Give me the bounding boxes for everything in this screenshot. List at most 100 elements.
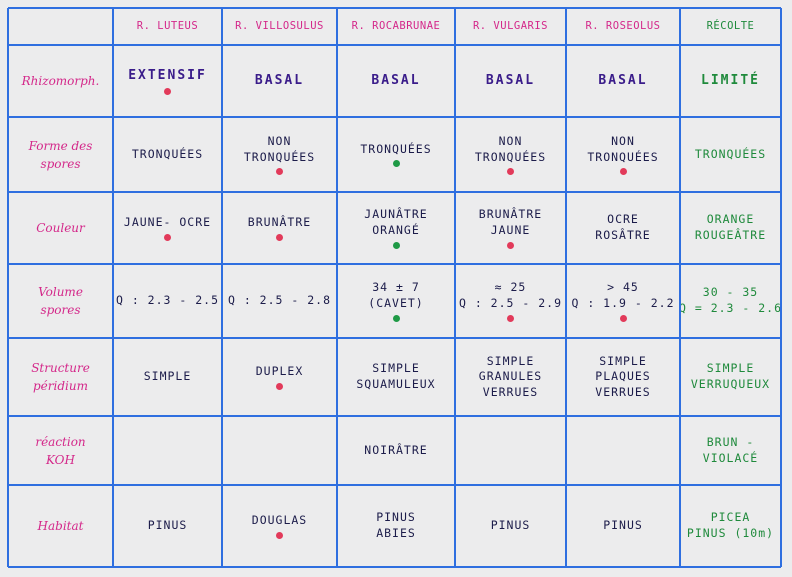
green-dot-marker — [392, 241, 400, 249]
cell-text: GRANULES — [478, 369, 543, 384]
cell-text: ORANGE — [706, 212, 755, 227]
grid-horizontal-line — [8, 337, 781, 339]
cell-text: NON — [611, 133, 635, 148]
table-cell: BASAL — [337, 45, 455, 117]
row-label-line: réaction — [35, 434, 86, 449]
cell-text: TRONQUÉES — [360, 141, 432, 156]
table-cell: DOUGLAS — [222, 485, 337, 567]
table-cell — [455, 416, 566, 485]
header-label: R. LUTEUS — [136, 20, 199, 33]
cell-text: Q = 2.3 - 2.6 — [679, 301, 783, 315]
cell-text: LIMITÉ — [701, 73, 760, 89]
cell-text: ORANGÉ — [372, 223, 420, 237]
grid-vertical-line — [221, 8, 223, 567]
table-cell: SIMPLE — [113, 338, 222, 416]
cell-text: 30 - 35 — [702, 285, 759, 300]
table-cell — [222, 416, 337, 485]
grid-horizontal-line — [8, 415, 781, 417]
cell-text: SIMPLE — [486, 353, 535, 368]
table-cell: NON TRONQUÉES — [566, 117, 680, 192]
table-cell: Q : 2.3 - 2.5 — [113, 264, 222, 338]
cell-text: VERRUQUEUX — [690, 377, 771, 391]
row-label: Volume spores — [8, 264, 113, 338]
red-dot-marker — [276, 168, 283, 176]
cell-text: PINUS — [490, 518, 531, 533]
cell-text: SIMPLE — [143, 369, 192, 384]
table-cell: NON TRONQUÉES — [222, 117, 337, 192]
cell-text: TRONQUÉES — [587, 149, 659, 164]
red-dot-marker — [276, 382, 283, 390]
grid-vertical-line — [454, 8, 456, 567]
row-label: Rhizomorph. — [8, 45, 113, 117]
table-cell: DUPLEX — [222, 338, 337, 416]
cell-text: SIMPLE — [372, 361, 420, 376]
cell-text: Q : 1.9 - 2.2 — [571, 296, 675, 310]
cell-text: SQUAMULEUX — [356, 377, 436, 391]
row-label-line: Rhizomorph. — [21, 74, 100, 88]
cell-text: BRUNÂTRE — [247, 215, 312, 230]
row-label-line: KOH — [46, 452, 75, 467]
column-header: R. ROCABRUNAE — [337, 8, 455, 45]
table-cell — [113, 416, 222, 485]
table-cell: TRONQUÉES — [337, 117, 455, 192]
cell-text: VERRUES — [595, 384, 651, 399]
table-cell: LIMITÉ — [680, 45, 781, 117]
grid-vertical-line — [7, 8, 9, 567]
cell-text: > 45 — [607, 280, 639, 295]
row-label-line: Volume — [38, 285, 83, 299]
grid-horizontal-line — [8, 566, 781, 568]
cell-text: EXTENSIF — [128, 68, 207, 84]
grid-vertical-line — [565, 8, 567, 567]
table-cell: SIMPLE GRANULES VERRUES — [455, 338, 566, 416]
grid-horizontal-line — [8, 7, 781, 9]
table-cell: BASAL — [455, 45, 566, 117]
red-dot-marker — [507, 168, 514, 176]
red-dot-marker — [507, 314, 514, 322]
table-cell: 30 - 35 Q = 2.3 - 2.6 — [679, 264, 783, 338]
row-label-line: péridium — [33, 379, 88, 393]
cell-text: Q : 2.5 - 2.8 — [227, 293, 331, 308]
table-cell: JAUNE- OCRE — [113, 192, 222, 264]
cell-text: PINUS — [147, 518, 188, 533]
red-dot-marker — [619, 314, 627, 322]
column-header: R. VULGARIS — [455, 8, 566, 45]
cell-text: BRUNÂTRE — [478, 207, 543, 222]
row-label-line: Couleur — [36, 221, 85, 235]
grid-vertical-line — [679, 8, 681, 567]
row-label: Habitat — [8, 485, 113, 567]
header-label: R. ROSEOLUS — [585, 20, 661, 33]
red-dot-marker — [507, 241, 514, 249]
table-cell: TRONQUÉES — [680, 117, 781, 192]
grid-horizontal-line — [8, 191, 781, 193]
table-cell: NOIRÂTRE — [337, 416, 455, 485]
header-label: RÉCOLTE — [706, 20, 755, 33]
grid-horizontal-line — [8, 484, 781, 486]
red-dot-marker — [276, 233, 283, 241]
table-cell: PINUS — [113, 485, 222, 567]
column-header: R. VILLOSULUS — [222, 8, 337, 45]
cell-text: BASAL — [254, 73, 305, 89]
cell-text: VERRUES — [482, 384, 539, 399]
table-cell: EXTENSIF — [113, 45, 222, 117]
cell-text: VIOLACÉ — [702, 450, 759, 465]
table-cell: JAUNÂTRE ORANGÉ — [337, 192, 455, 264]
cell-text: ≈ 25 — [494, 280, 527, 295]
cell-text: PICEA — [710, 510, 751, 525]
table-cell: OCRE ROSÂTRE — [566, 192, 680, 264]
cell-text: NON — [267, 133, 292, 148]
cell-text: PINUS — [603, 518, 643, 533]
table-cell: BRUN - VIOLACÉ — [680, 416, 781, 485]
row-label: réaction KOH — [8, 416, 113, 485]
grid-horizontal-line — [8, 116, 781, 118]
cell-text: Q : 2.3 - 2.5 — [115, 293, 219, 308]
table-cell: BASAL — [222, 45, 337, 117]
table-cell: BRUNÂTRE — [222, 192, 337, 264]
cell-text: PINUS — [376, 510, 416, 525]
green-dot-marker — [392, 314, 400, 322]
cell-text: ROSÂTRE — [595, 228, 651, 242]
table-cell: SIMPLE SQUAMULEUX — [337, 338, 455, 416]
red-dot-marker — [276, 531, 283, 539]
row-label-line: Habitat — [37, 519, 84, 533]
red-dot-marker — [164, 87, 171, 95]
cell-text: PLAQUES — [595, 369, 651, 384]
